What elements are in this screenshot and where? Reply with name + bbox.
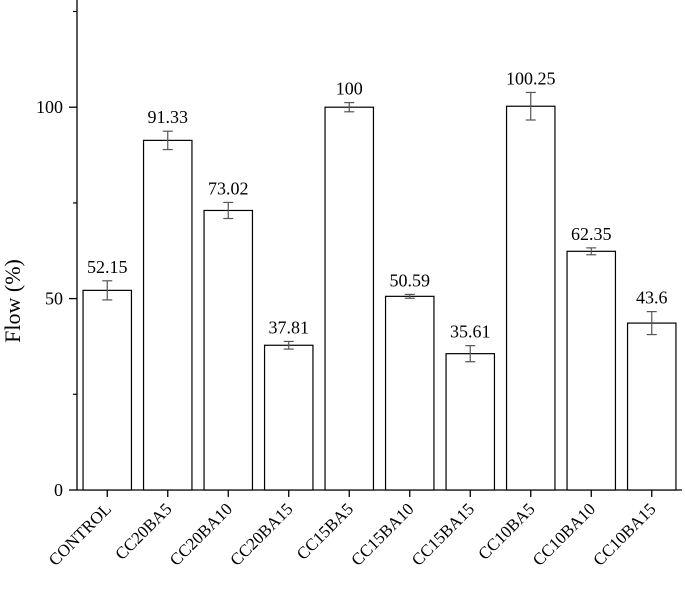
- data-label-control: 52.15: [87, 257, 128, 277]
- bar-cc15ba10: [384, 295, 435, 491]
- bar-cc20ba5: [142, 139, 193, 491]
- y-tick-label: 100: [36, 97, 63, 117]
- data-label-cc10ba15: 43.6: [636, 288, 668, 308]
- data-label-cc10ba10: 62.35: [571, 224, 612, 244]
- bar-cc10ba5: [505, 105, 556, 491]
- bar-cc20ba15: [263, 344, 314, 491]
- y-axis-title: Flow (%): [0, 259, 25, 343]
- data-label-cc20ba15: 37.81: [269, 317, 310, 337]
- y-tick-label: 0: [54, 480, 63, 500]
- x-tick-label-cc10ba5: CC10BA5: [474, 499, 538, 563]
- bar-cc10ba15: [626, 322, 677, 491]
- x-tick-label-cc10ba10: CC10BA10: [529, 499, 599, 569]
- x-tick-label-cc10ba15: CC10BA15: [589, 499, 659, 569]
- data-label-cc15ba5: 100: [336, 79, 363, 99]
- data-label-cc15ba15: 35.61: [450, 322, 491, 342]
- data-label-cc20ba10: 73.02: [208, 178, 249, 198]
- x-tick-label-cc15ba5: CC15BA5: [293, 499, 357, 563]
- data-label-cc10ba5: 100.25: [506, 68, 556, 88]
- bar-cc20ba10: [203, 209, 254, 491]
- data-label-cc15ba10: 50.59: [390, 270, 431, 290]
- error-bars: [102, 91, 657, 363]
- x-tick-label-cc20ba10: CC20BA10: [166, 499, 236, 569]
- x-tick-label-cc15ba10: CC15BA10: [347, 499, 417, 569]
- x-tick-label-control: CONTROL: [45, 499, 115, 569]
- bar-cc15ba15: [445, 353, 496, 491]
- y-tick-labels: 0 50 100: [36, 97, 63, 500]
- bar-cc10ba10: [566, 250, 617, 491]
- x-tick-label-cc20ba5: CC20BA5: [111, 499, 175, 563]
- bar-control: [82, 289, 133, 491]
- x-tick-label-cc20ba15: CC20BA15: [226, 499, 296, 569]
- y-tick-label: 50: [45, 289, 63, 309]
- x-tick-labels: CONTROLCC20BA5CC20BA10CC20BA15CC15BA5CC1…: [45, 499, 660, 569]
- bars: [82, 105, 677, 491]
- x-tick-label-cc15ba15: CC15BA15: [408, 499, 478, 569]
- data-labels: 52.15 91.33 73.02 37.81 100 50.59 35.61 100.25 6…: [87, 68, 668, 341]
- data-label-cc20ba5: 91.33: [148, 107, 189, 127]
- bar-cc15ba5: [324, 106, 375, 491]
